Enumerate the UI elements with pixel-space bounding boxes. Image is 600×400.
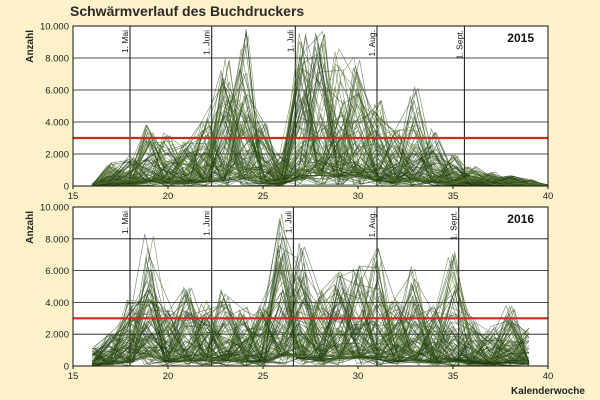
y-tick-label: 4.000 bbox=[45, 118, 69, 129]
series-line bbox=[91, 231, 530, 365]
x-tick-label: 35 bbox=[448, 371, 459, 382]
series-line bbox=[93, 257, 530, 366]
panel-2016: 0 2.000 4.000 6.000 8.000 10.000 1. Mai 1. Juni… bbox=[25, 203, 585, 398]
plot-frame bbox=[72, 25, 549, 187]
series-line bbox=[92, 273, 530, 366]
y-tick-label: 2.000 bbox=[45, 330, 69, 341]
series-line bbox=[96, 247, 530, 367]
series-line bbox=[91, 290, 530, 366]
series-line bbox=[96, 233, 525, 366]
y-tick-label: 10.000 bbox=[40, 22, 69, 33]
x-tick-label: 25 bbox=[258, 371, 269, 382]
series-line bbox=[95, 306, 530, 366]
y-tick-label: 8.000 bbox=[45, 54, 69, 65]
series-line bbox=[94, 251, 526, 367]
x-tick-label: 20 bbox=[163, 371, 174, 382]
y-tick-label: 0 bbox=[64, 182, 69, 193]
y-axis-label: Anzahl bbox=[25, 211, 36, 244]
series-line bbox=[93, 109, 546, 187]
x-tick-label: 15 bbox=[68, 191, 79, 202]
year-label: 2016 bbox=[507, 212, 534, 226]
series-line bbox=[95, 61, 548, 186]
series-line bbox=[91, 59, 549, 187]
month-marker-label: 1. Aug. bbox=[367, 211, 377, 237]
month-marker-label: 1. Juli bbox=[283, 211, 293, 233]
series-line bbox=[94, 68, 545, 187]
month-marker-label: 1. Aug. bbox=[367, 30, 377, 56]
month-marker-label: 1. Juli bbox=[285, 30, 295, 52]
month-marker-label: 1. Mai bbox=[120, 211, 130, 234]
x-tick-label: 15 bbox=[68, 371, 79, 382]
series-group bbox=[91, 213, 530, 367]
series-line bbox=[91, 262, 527, 366]
y-tick-label: 10.000 bbox=[40, 203, 69, 214]
series-line bbox=[91, 254, 530, 365]
month-marker-label: 1. Sept. bbox=[449, 211, 459, 240]
series-line bbox=[95, 250, 529, 362]
series-line bbox=[95, 272, 530, 363]
series-line bbox=[91, 285, 530, 365]
series-line bbox=[91, 89, 549, 187]
series-line bbox=[92, 33, 549, 187]
chart-title: Schwärmverlauf des Buchdruckers bbox=[70, 3, 304, 19]
x-tick-label: 25 bbox=[258, 191, 269, 202]
x-tick-label: 20 bbox=[163, 191, 174, 202]
series-group bbox=[91, 28, 549, 187]
series-line bbox=[94, 247, 526, 366]
series-line bbox=[91, 322, 526, 366]
month-marker-label: 1. Mai bbox=[120, 30, 130, 53]
month-marker-label: 1. Juni bbox=[202, 211, 212, 236]
y-axis-label: Anzahl bbox=[25, 30, 36, 63]
plot-frame bbox=[72, 206, 549, 367]
series-line bbox=[94, 48, 549, 187]
series-line bbox=[91, 273, 527, 366]
month-marker-label: 1. Juni bbox=[202, 30, 212, 55]
y-tick-label: 0 bbox=[64, 362, 69, 373]
x-tick-label: 30 bbox=[353, 191, 364, 202]
y-tick-label: 6.000 bbox=[45, 86, 69, 97]
x-tick-label: 30 bbox=[353, 371, 364, 382]
y-tick-label: 8.000 bbox=[45, 234, 69, 245]
month-marker-label: 1. Sept. bbox=[454, 30, 464, 59]
x-axis-label: Kalenderwoche bbox=[511, 386, 585, 397]
x-tick-label: 40 bbox=[543, 191, 554, 202]
series-line bbox=[91, 286, 530, 366]
x-tick-label: 35 bbox=[448, 191, 459, 202]
series-line bbox=[94, 67, 549, 187]
x-tick-label: 40 bbox=[543, 371, 554, 382]
series-line bbox=[91, 34, 549, 186]
y-tick-label: 4.000 bbox=[45, 298, 69, 309]
y-tick-label: 6.000 bbox=[45, 266, 69, 277]
year-label: 2015 bbox=[507, 31, 534, 45]
y-tick-label: 2.000 bbox=[45, 150, 69, 161]
panel-2015: 0 2.000 4.000 6.000 8.000 10.000 1. Mai 1. Juni… bbox=[25, 22, 553, 203]
